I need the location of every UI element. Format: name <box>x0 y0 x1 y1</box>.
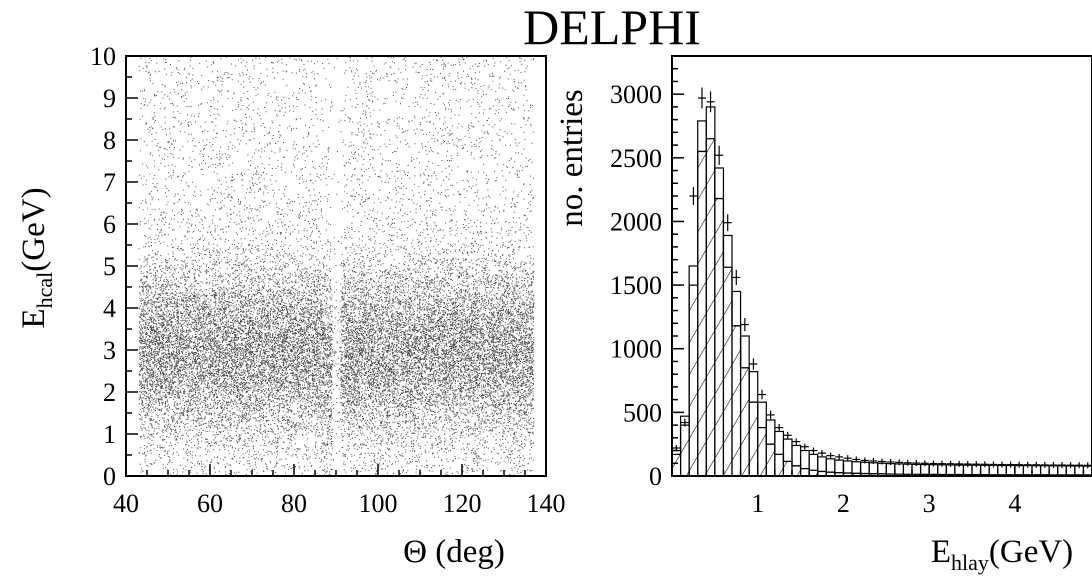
hatched-bar <box>697 151 707 476</box>
hatched-bar <box>783 461 792 476</box>
hatched-bar <box>869 473 878 476</box>
histogram-y-tick-label: 500 <box>623 398 662 427</box>
scatter-y-tick-label: 3 <box>103 336 116 365</box>
scatter-y-axis-label: Ehcal(GeV) <box>16 187 57 328</box>
hatched-bar <box>740 367 750 476</box>
hatched-bar <box>834 472 844 476</box>
hatched-bar <box>774 454 784 476</box>
hatched-bar <box>792 465 801 476</box>
scatter-x-axis-label: Θ (deg) <box>403 534 505 570</box>
scatter-x-tick-label: 60 <box>197 489 223 518</box>
hatched-bar <box>860 473 870 476</box>
scatter-chart: 40 60 80 100 120 140 0 1 2 3 4 5 6 7 8 9 10 Θ (deg) Ehca… <box>16 42 566 570</box>
histogram-frame <box>671 55 1092 477</box>
histogram-axes: 1 2 3 4 0 500 1000 1500 2000 2500 3000 <box>610 55 1085 518</box>
scatter-y-label-unit: (GeV) <box>16 187 52 271</box>
hatched-bar <box>714 198 724 476</box>
scatter-y-tick-label: 10 <box>90 42 116 71</box>
histogram-y-tick-label: 2000 <box>610 207 662 236</box>
histogram-y-tick-label: 3000 <box>610 80 662 109</box>
scatter-y-tick-label: 2 <box>103 378 116 407</box>
scatter-points <box>138 56 535 476</box>
hatched-bar <box>706 138 715 476</box>
histogram-y-axis-label: no. entries <box>554 89 590 226</box>
histogram-x-label-sub: hlay <box>951 550 989 575</box>
hatched-bar <box>800 468 810 476</box>
scatter-x-tick-label: 40 <box>113 489 139 518</box>
scatter-y-tick-label: 5 <box>103 252 116 281</box>
scatter-y-tick-label: 7 <box>103 168 116 197</box>
hatched-bar <box>672 454 681 476</box>
histogram-y-tick-label: 2500 <box>610 144 662 173</box>
hatched-bar <box>817 471 827 476</box>
scatter-x-tick-label: 140 <box>527 489 566 518</box>
histogram-y-tick-label: 1500 <box>610 271 662 300</box>
histogram-x-tick-label: 1 <box>751 489 764 518</box>
scatter-y-label-sub: hcal <box>32 272 57 309</box>
histogram-chart: 1 2 3 4 0 500 1000 1500 2000 2500 3000 no. entries… <box>554 55 1092 575</box>
histogram-x-tick-label: 2 <box>837 489 850 518</box>
scatter-y-label-main: E <box>16 308 52 328</box>
scatter-y-tick-label: 4 <box>103 294 116 323</box>
hatched-bar <box>766 444 775 476</box>
hatched-outline <box>672 138 1092 476</box>
scatter-axes: 40 60 80 100 120 140 0 1 2 3 4 5 6 7 8 9 10 <box>90 42 566 518</box>
hatched-bar <box>826 472 835 476</box>
histogram-y-tick-label: 0 <box>649 462 662 491</box>
scatter-y-tick-label: 1 <box>103 420 116 449</box>
histogram-x-axis-label: Ehlay(GeV) <box>931 534 1073 575</box>
hatched-bar <box>877 473 887 476</box>
hatched-bar <box>732 325 741 476</box>
histogram-x-tick-label: 4 <box>1008 489 1021 518</box>
histogram-bars <box>672 87 1092 476</box>
histogram-x-label-unit: (GeV) <box>989 534 1073 570</box>
scatter-y-tick-label: 0 <box>103 462 116 491</box>
hatched-bar <box>680 425 690 476</box>
scatter-y-tick-label: 8 <box>103 126 116 155</box>
scatter-x-tick-label: 80 <box>281 489 307 518</box>
scatter-y-tick-label: 6 <box>103 210 116 239</box>
hatched-bar <box>723 267 732 476</box>
hatched-bar <box>886 473 895 476</box>
hatched-bar <box>852 473 861 476</box>
hatched-bar <box>809 470 818 476</box>
histogram-x-tick-label: 3 <box>923 489 936 518</box>
scatter-point-cloud <box>138 56 535 476</box>
hatched-bar <box>689 285 698 476</box>
histogram-y-tick-label: 1000 <box>610 335 662 364</box>
scatter-x-tick-label: 120 <box>443 489 482 518</box>
scatter-x-tick-label: 100 <box>359 489 398 518</box>
hatched-bar <box>749 402 758 476</box>
hatched-bar <box>757 427 767 476</box>
hatched-bar <box>843 473 852 476</box>
figure-title: DELPHI <box>523 0 701 55</box>
scatter-y-tick-label: 9 <box>103 84 116 113</box>
histogram-x-label-main: E <box>931 534 951 570</box>
